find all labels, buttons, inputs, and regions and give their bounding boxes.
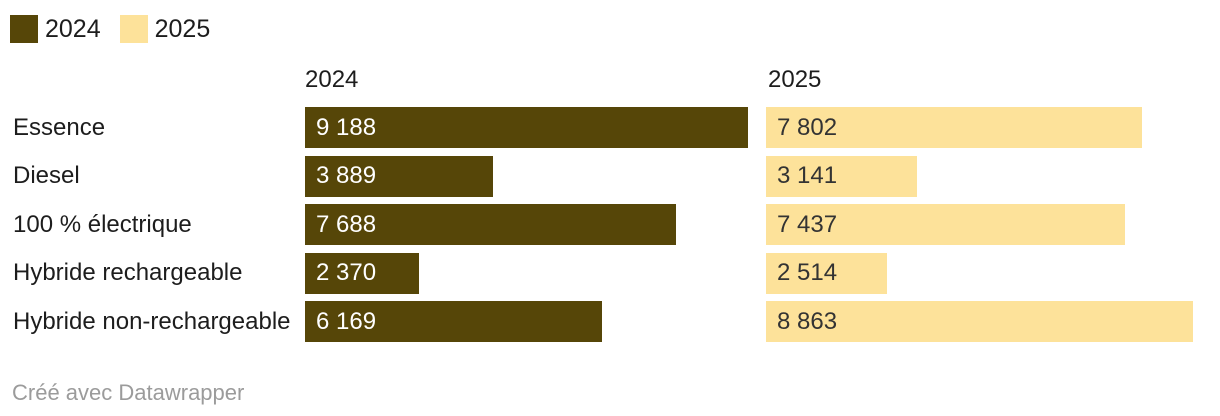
column-2025: 3 141 (766, 155, 1220, 197)
column-2025: 8 863 (766, 301, 1220, 342)
bar-value-label: 7 437 (777, 210, 838, 238)
column-header-2025: 2025 (768, 66, 822, 93)
bar-2025-diesel[interactable]: 3 141 (766, 155, 917, 197)
bar-2025-essence[interactable]: 7 802 (766, 107, 1142, 148)
bar-2024-hybride-non-rechargeable[interactable]: 6 169 (305, 301, 602, 342)
bar-2025-100-lectrique[interactable]: 7 437 (766, 204, 1125, 245)
legend-item-2025: 2025 (119, 15, 211, 43)
legend-label-2024: 2024 (45, 15, 101, 43)
legend-swatch-2025 (119, 15, 148, 43)
column-2024: 3 889 (305, 155, 766, 197)
bar-value-label: 2 514 (777, 259, 838, 286)
chart-rows: Essence 9 188 7 802 Diesel 3 889 3 141 100 % é… (0, 107, 1220, 350)
column-2025: 7 437 (766, 204, 1220, 245)
bar-value-label: 7 688 (316, 210, 377, 238)
bar-value-label: 8 863 (777, 307, 838, 335)
bar-2024-essence[interactable]: 9 188 (305, 107, 748, 148)
category-label-hybride-non-rechargeable: Hybride non-rechargeable (13, 307, 291, 335)
table-row-hybride-non-rechargeable: Hybride non-rechargeable 6 169 8 863 (0, 301, 1220, 342)
category-label-diesel: Diesel (13, 162, 80, 189)
column-header-2024: 2024 (305, 66, 359, 93)
bar-value-label: 3 141 (777, 162, 838, 189)
column-2024: 7 688 (305, 204, 766, 245)
legend-swatch-2024 (10, 15, 38, 43)
table-row-essence: Essence 9 188 7 802 (0, 107, 1220, 148)
bar-value-label: 6 169 (316, 307, 377, 335)
datawrapper-attribution-link[interactable]: Créé avec Datawrapper (12, 380, 245, 405)
legend-item-2024: 2024 (10, 15, 101, 43)
bar-value-label: 2 370 (316, 259, 377, 286)
table-row-100-lectrique: 100 % électrique 7 688 7 437 (0, 204, 1220, 245)
category-label-essence: Essence (13, 113, 106, 141)
table-row-diesel: Diesel 3 889 3 141 (0, 155, 1220, 197)
bar-value-label: 3 889 (316, 162, 377, 189)
bar-value-label: 9 188 (316, 113, 377, 141)
category-label-hybride-rechargeable: Hybride rechargeable (13, 259, 243, 286)
legend-label-2025: 2025 (154, 15, 211, 43)
column-2025: 7 802 (766, 107, 1220, 148)
bar-2024-diesel[interactable]: 3 889 (305, 155, 493, 197)
category-label-100-lectrique: 100 % électrique (13, 210, 192, 238)
column-2025: 2 514 (766, 252, 1220, 294)
bar-value-label: 7 802 (777, 113, 838, 141)
column-2024: 9 188 (305, 107, 766, 148)
bar-2024-100-lectrique[interactable]: 7 688 (305, 204, 676, 245)
column-2024: 2 370 (305, 252, 766, 294)
bar-2024-hybride-rechargeable[interactable]: 2 370 (305, 252, 419, 294)
table-row-hybride-rechargeable: Hybride rechargeable 2 370 2 514 (0, 252, 1220, 294)
bar-2025-hybride-rechargeable[interactable]: 2 514 (766, 252, 887, 294)
bar-2025-hybride-non-rechargeable[interactable]: 8 863 (766, 301, 1193, 342)
column-2024: 6 169 (305, 301, 766, 342)
legend: 2024 2025 (10, 15, 229, 43)
